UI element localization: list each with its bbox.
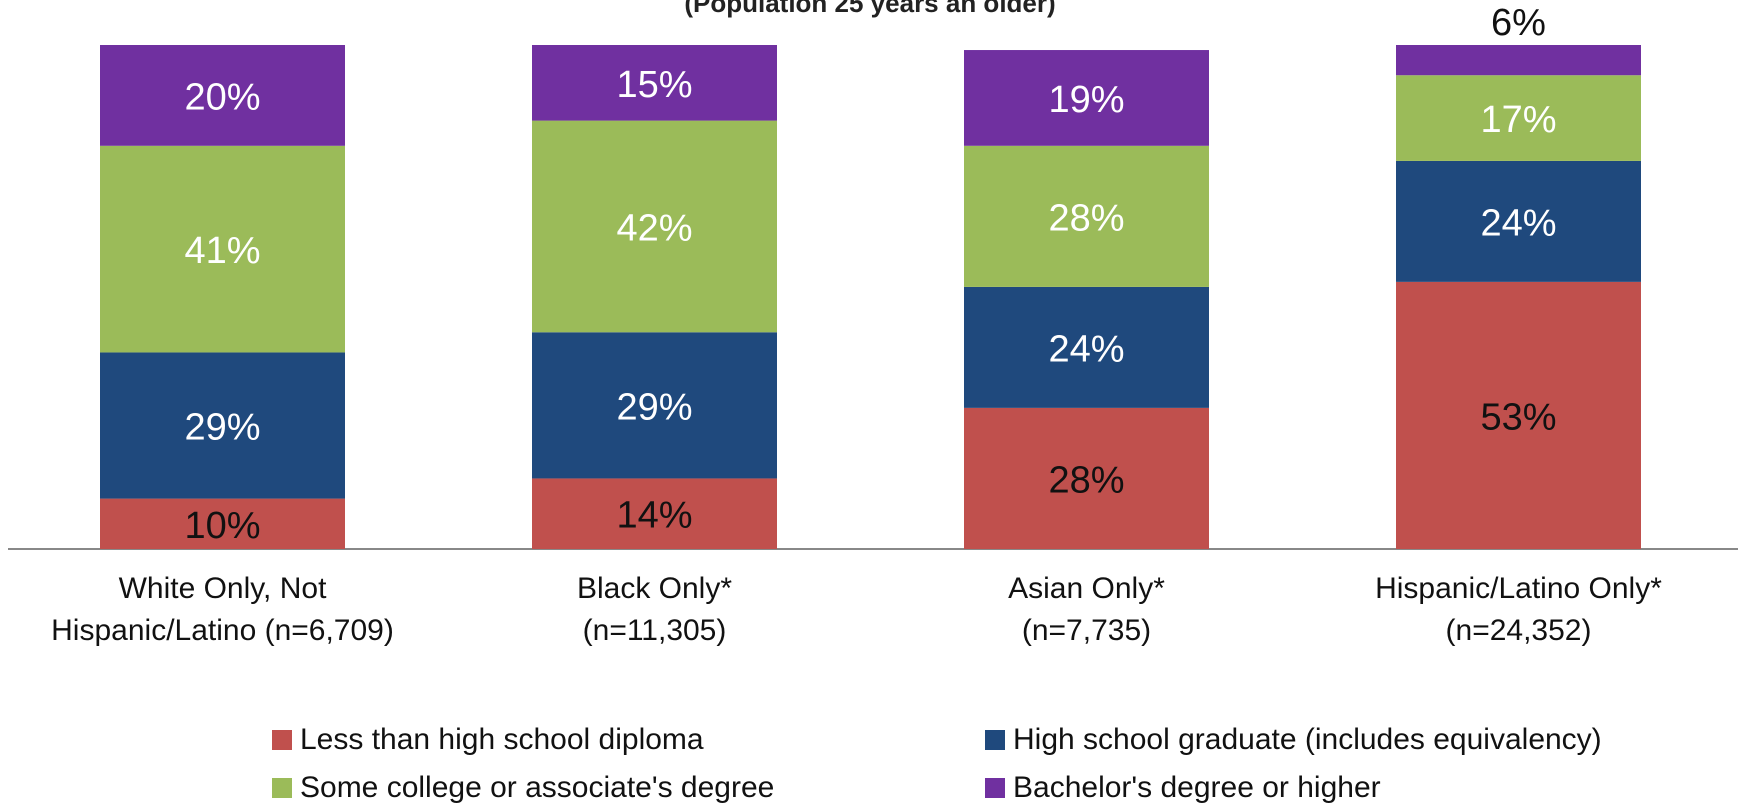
data-label: 29% (616, 386, 692, 428)
data-label: 41% (184, 230, 260, 272)
bar-segment (1396, 45, 1641, 76)
legend-item: High school graduate (includes equivalen… (985, 720, 1602, 760)
data-label: 19% (1048, 79, 1124, 121)
legend-item: Some college or associate's degree (272, 768, 774, 808)
data-label: 6% (1491, 2, 1546, 44)
legend-swatch (985, 730, 1005, 750)
legend-label: Less than high school diploma (300, 723, 704, 756)
data-label: 42% (616, 207, 692, 249)
chart-subtitle: (Population 25 years an older) (684, 0, 1055, 18)
data-label: 24% (1480, 202, 1556, 244)
bar-segment (100, 352, 345, 499)
bar-segment (1396, 281, 1641, 549)
data-label: 15% (616, 64, 692, 106)
legend-label: Some college or associate's degree (300, 771, 775, 804)
data-label: 29% (184, 407, 260, 449)
bar-segment (532, 120, 777, 333)
bar-segment (1396, 75, 1641, 161)
bar-segment (1396, 160, 1641, 282)
legend-item: Less than high school diploma (272, 720, 704, 760)
bar-segment (964, 50, 1209, 146)
bar-segment (100, 145, 345, 353)
bar-segment (964, 407, 1209, 549)
bar-segment (532, 45, 777, 121)
x-tick-label: Asian Only* (n=7,735) (1008, 572, 1165, 647)
bar-segment (532, 478, 777, 549)
bar-segment (532, 332, 777, 479)
data-label: 28% (1048, 459, 1124, 501)
data-label: 53% (1480, 396, 1556, 438)
x-tick-label: Black Only* (n=11,305) (576, 572, 733, 647)
x-tick-label: Hispanic/Latino Only* (n=24,352) (1375, 572, 1662, 647)
legend-swatch (272, 730, 292, 750)
data-label: 10% (184, 505, 260, 547)
data-label: 24% (1048, 328, 1124, 370)
legend-item: Bachelor's degree or higher (985, 768, 1381, 808)
data-label: 17% (1480, 99, 1556, 141)
legend-swatch (272, 778, 292, 798)
bar-segment (964, 145, 1209, 287)
legend-label: High school graduate (includes equivalen… (1013, 723, 1602, 756)
data-label: 28% (1048, 197, 1124, 239)
bar-segment (100, 498, 345, 549)
bar-segment (964, 286, 1209, 408)
data-label: 20% (184, 76, 260, 118)
data-label: 14% (616, 495, 692, 537)
x-tick-label: White Only, Not Hispanic/Latino (n=6,709… (51, 572, 394, 647)
legend-swatch (985, 778, 1005, 798)
bar-segment (100, 45, 345, 146)
legend-label: Bachelor's degree or higher (1013, 771, 1381, 804)
